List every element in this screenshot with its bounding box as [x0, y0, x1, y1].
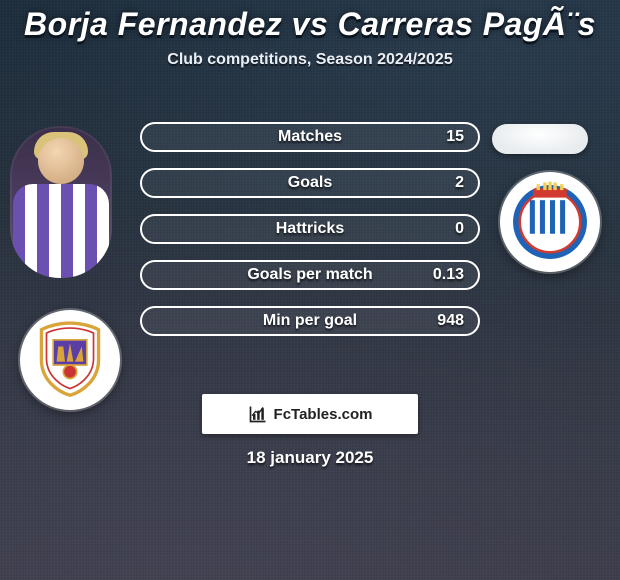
stat-label: Matches	[156, 128, 464, 146]
stat-value: 0.13	[433, 266, 464, 284]
stat-value: 0	[455, 220, 464, 238]
stat-label: Goals per match	[156, 266, 464, 284]
page-title: Borja Fernandez vs Carreras PagÃ¨s	[0, 0, 620, 43]
stat-value: 15	[446, 128, 464, 146]
stat-label: Goals	[156, 174, 464, 192]
attribution-text: FcTables.com	[274, 406, 373, 423]
stat-row: Hattricks0	[140, 214, 480, 244]
stat-row: Matches15	[140, 122, 480, 152]
stat-row: Goals per match0.13	[140, 260, 480, 290]
stat-row: Min per goal948	[140, 306, 480, 336]
valladolid-crest-icon	[28, 318, 112, 402]
espanyol-crest-icon	[508, 180, 592, 264]
date-text: 18 january 2025	[247, 448, 374, 468]
stats-list: Matches15 Goals2 Hattricks0 Goals per match…	[140, 122, 480, 336]
chart-bar-icon	[248, 404, 268, 424]
player-photo-left	[10, 126, 112, 278]
player-photo-right-placeholder	[492, 124, 588, 154]
stat-value: 2	[455, 174, 464, 192]
stat-value: 948	[437, 312, 464, 330]
attribution-badge: FcTables.com	[202, 394, 418, 434]
stat-label: Min per goal	[156, 312, 464, 330]
subtitle: Club competitions, Season 2024/2025	[0, 51, 620, 69]
head-icon	[38, 138, 84, 184]
stat-label: Hattricks	[156, 220, 464, 238]
jersey-icon	[13, 184, 109, 278]
stat-row: Goals2	[140, 168, 480, 198]
club-badge-left	[20, 310, 120, 410]
club-badge-right	[500, 172, 600, 272]
